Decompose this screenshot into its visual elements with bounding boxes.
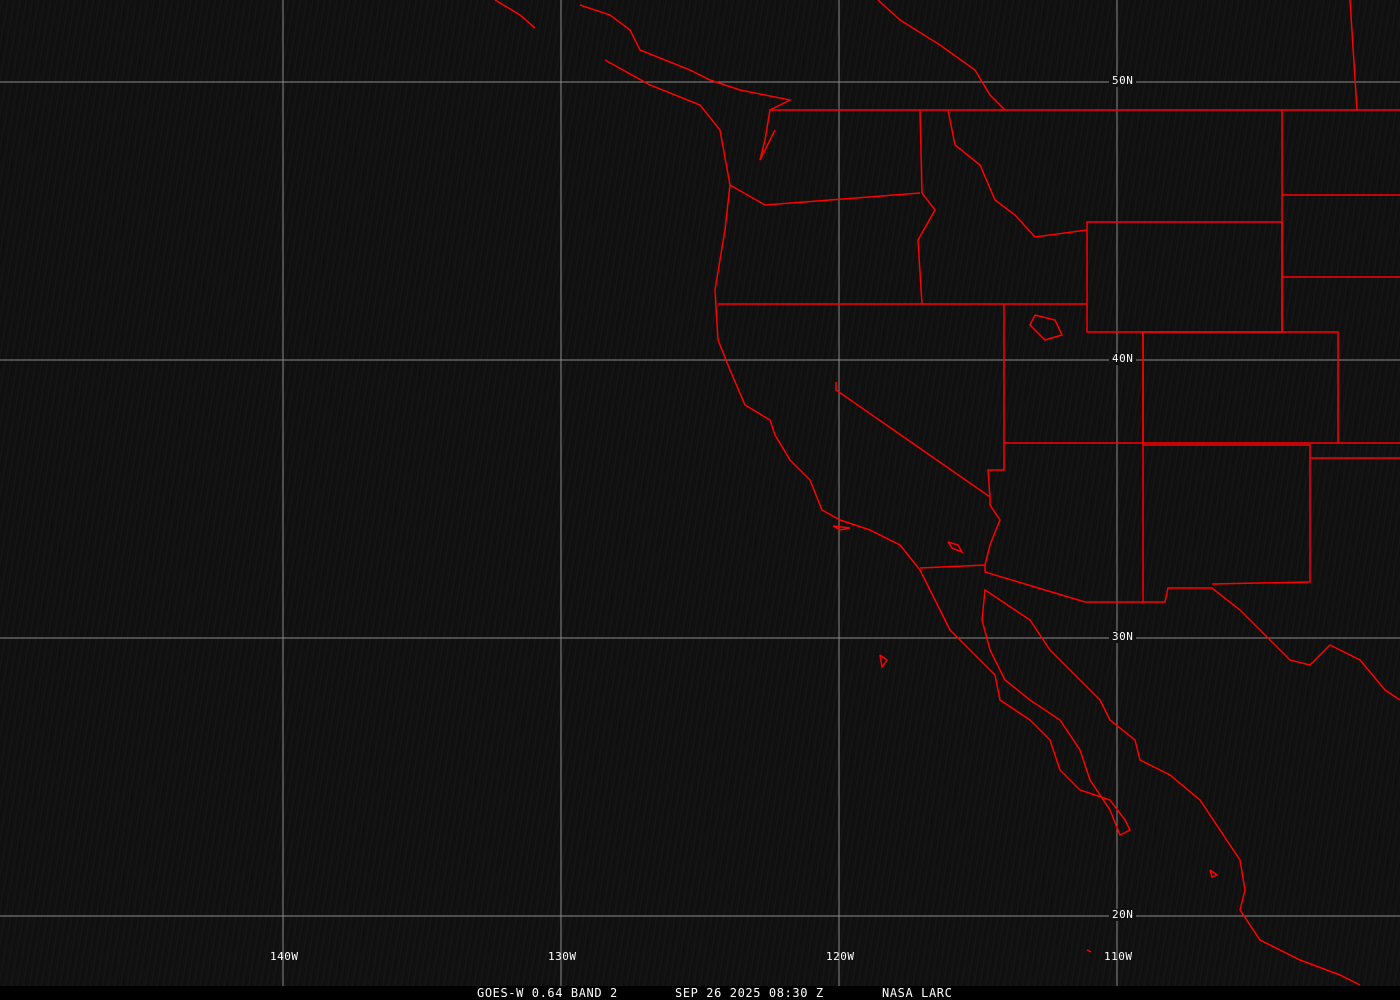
- island: [832, 525, 851, 531]
- wyoming: [1086, 221, 1283, 333]
- lon-label-140w: 140W: [270, 950, 299, 963]
- mexico-border: [919, 564, 1400, 701]
- coastline-bc-2: [579, 4, 793, 161]
- idaho-west-border: [917, 109, 936, 305]
- caption-datetime: SEP 26 2025 08:30 Z: [675, 986, 824, 1000]
- lat-label-50n: 50N: [1109, 75, 1137, 87]
- coastline-bc: [494, 0, 536, 29]
- id-mt-border: [947, 109, 1088, 238]
- lat-label-20n: 20N: [1109, 909, 1137, 921]
- ca-az-border: [984, 497, 1001, 566]
- utah-border: [1004, 332, 1144, 444]
- island: [1209, 869, 1219, 879]
- nm-border: [1143, 444, 1311, 585]
- wa-or-border: [729, 184, 921, 206]
- caption-product: GOES-W 0.64 BAND 2: [477, 986, 618, 1000]
- island: [879, 654, 889, 669]
- lon-label-110w: 110W: [1104, 950, 1133, 963]
- lat-label-40n: 40N: [1109, 353, 1137, 365]
- caption-bar: GOES-W 0.64 BAND 2 SEP 26 2025 08:30 Z N…: [0, 986, 1400, 1000]
- great-salt-lake: [1029, 314, 1064, 341]
- lon-label-120w: 120W: [826, 950, 855, 963]
- border-line: [1349, 0, 1358, 111]
- salton-sea: [947, 541, 964, 554]
- lon-label-130w: 130W: [548, 950, 577, 963]
- lat-label-30n: 30N: [1109, 631, 1137, 643]
- colorado: [1142, 331, 1339, 444]
- coastline-north: [877, 0, 1006, 111]
- coastline-west: [604, 59, 1361, 986]
- ca-nv-border: [835, 304, 1005, 499]
- caption-source: NASA LARC: [882, 986, 953, 1000]
- boundaries: [494, 0, 1400, 986]
- island: [1086, 949, 1092, 953]
